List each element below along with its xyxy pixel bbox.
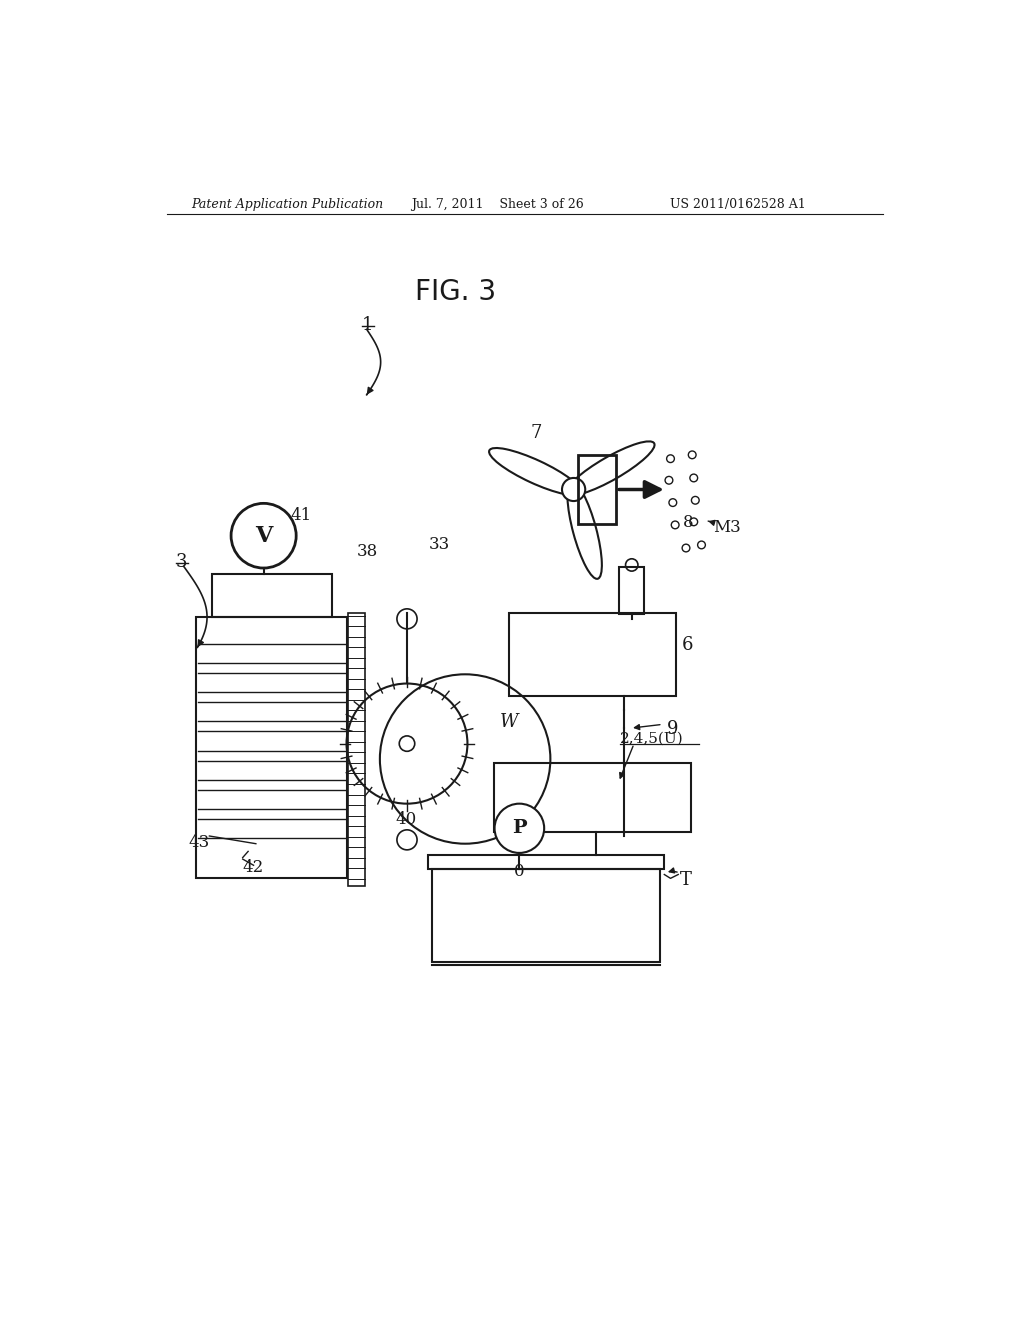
Circle shape — [231, 503, 296, 568]
Text: 9: 9 — [667, 721, 678, 738]
Ellipse shape — [489, 447, 581, 495]
Circle shape — [495, 804, 544, 853]
Bar — [348, 612, 366, 886]
Bar — [197, 616, 347, 878]
Bar — [428, 855, 665, 869]
Text: Jul. 7, 2011    Sheet 3 of 26: Jul. 7, 2011 Sheet 3 of 26 — [411, 198, 584, 211]
Text: 40: 40 — [395, 812, 417, 829]
Text: 7: 7 — [531, 424, 543, 442]
Text: 42: 42 — [243, 859, 264, 876]
Bar — [494, 763, 691, 832]
Text: V: V — [255, 525, 272, 546]
Text: 8: 8 — [683, 515, 693, 531]
Text: T: T — [680, 871, 691, 888]
Circle shape — [399, 737, 415, 751]
Text: M3: M3 — [713, 519, 741, 536]
Text: 43: 43 — [188, 834, 210, 851]
Bar — [432, 869, 660, 961]
Text: 1: 1 — [362, 317, 374, 334]
Text: 38: 38 — [356, 544, 378, 561]
Bar — [509, 612, 676, 696]
Text: 3: 3 — [176, 553, 187, 570]
Ellipse shape — [567, 482, 602, 579]
Text: W: W — [500, 713, 518, 731]
Circle shape — [562, 478, 586, 502]
Text: 2,4,5(U): 2,4,5(U) — [621, 733, 684, 746]
Text: 33: 33 — [429, 536, 450, 553]
Text: P: P — [512, 820, 526, 837]
Text: 0: 0 — [514, 863, 524, 880]
Text: 41: 41 — [291, 507, 312, 524]
Text: FIG. 3: FIG. 3 — [415, 277, 496, 306]
Text: Patent Application Publication: Patent Application Publication — [191, 198, 384, 211]
Text: US 2011/0162528 A1: US 2011/0162528 A1 — [671, 198, 806, 211]
Bar — [620, 566, 644, 614]
Text: 6: 6 — [681, 636, 693, 653]
Bar — [212, 574, 332, 618]
Bar — [578, 455, 616, 524]
Ellipse shape — [566, 441, 654, 495]
